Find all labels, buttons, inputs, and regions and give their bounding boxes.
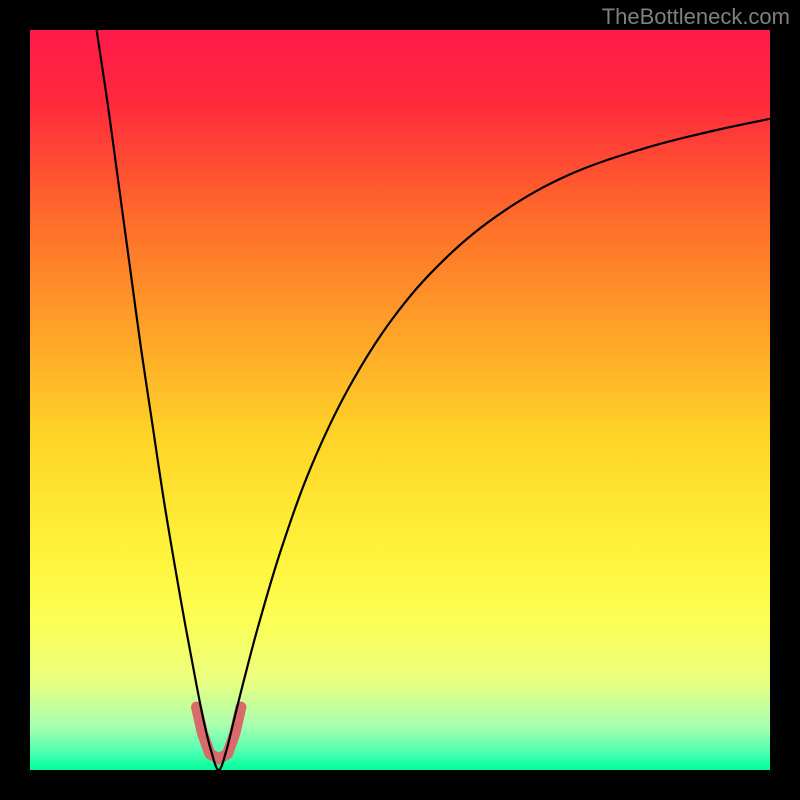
bottleneck-curve (97, 30, 770, 770)
curve-layer (30, 30, 770, 770)
watermark-label: TheBottleneck.com (602, 4, 790, 30)
plot-area (30, 30, 770, 770)
chart-container: TheBottleneck.com (0, 0, 800, 800)
